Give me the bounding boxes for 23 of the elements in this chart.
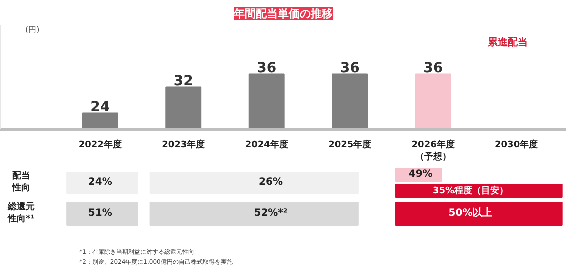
data-label: 36 xyxy=(257,60,277,76)
text: 50%以上 xyxy=(448,207,493,219)
chart-title: 年間配当単価の推移 xyxy=(233,8,333,20)
data-label: 32 xyxy=(174,73,194,90)
text: 24% xyxy=(88,177,112,188)
text: 26% xyxy=(259,177,283,188)
text: 35%程度（目安） xyxy=(433,186,509,196)
x-tick-label: 2030年度 xyxy=(495,140,538,150)
text: 52%*² xyxy=(254,208,288,219)
x-tick-label: 2022年度 xyxy=(78,140,122,150)
data-label: 36 xyxy=(340,60,360,76)
text: 49% xyxy=(408,169,433,180)
text: 総還元性向*¹ xyxy=(6,202,35,224)
data-label: 24 xyxy=(90,99,110,116)
data-label: 36 xyxy=(424,60,444,76)
annotation: 累進配当 xyxy=(487,36,528,48)
x-tick-label: 2023年度 xyxy=(162,140,206,150)
text: 配当性向 xyxy=(11,170,30,194)
text: 51% xyxy=(88,208,112,219)
y-axis-title: (円) xyxy=(25,26,40,34)
x-tick-label: 2026年度（予想） xyxy=(412,140,455,162)
x-tick-label: 2025年度 xyxy=(328,140,372,150)
x-tick-label: 2024年度 xyxy=(245,140,288,150)
